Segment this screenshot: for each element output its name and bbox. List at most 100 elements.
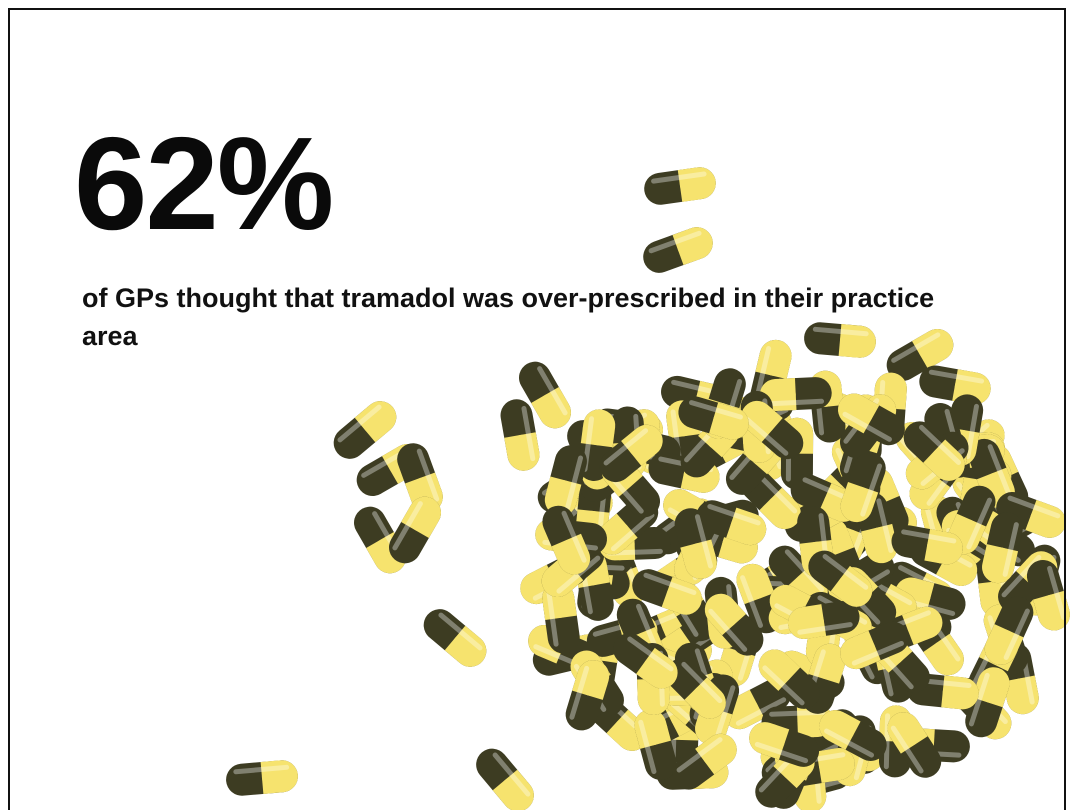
capsule-shine (928, 369, 985, 384)
capsule (947, 485, 996, 555)
capsule (544, 445, 587, 516)
capsule-shine (768, 398, 825, 407)
capsule-light (759, 487, 794, 522)
capsule (634, 709, 677, 781)
capsule-light (830, 565, 863, 602)
capsule-light (546, 476, 582, 501)
capsule (968, 438, 1015, 509)
capsule-shine (676, 737, 723, 773)
capsule-shine (812, 326, 869, 337)
capsule (801, 643, 846, 714)
capsule (903, 421, 965, 481)
capsule-light (766, 656, 801, 691)
capsule-shine (1003, 608, 1030, 660)
capsule (837, 393, 905, 446)
capsule-light (987, 624, 1024, 652)
capsule-light (738, 577, 775, 605)
capsule-shine (901, 529, 957, 544)
capsule-light (838, 324, 858, 358)
capsule-light (1033, 590, 1069, 616)
capsule (741, 400, 804, 460)
capsule (840, 452, 886, 523)
capsule-shine (919, 424, 962, 465)
capsule-light (542, 599, 577, 620)
capsule-shine (521, 405, 536, 462)
capsule-light (912, 333, 942, 369)
capsule-light (849, 397, 880, 434)
capsule (984, 596, 1034, 665)
capsule (787, 600, 860, 639)
capsule-light (719, 646, 756, 672)
capsule-light (680, 539, 716, 564)
capsule-light (1025, 499, 1052, 536)
capsule (808, 550, 873, 607)
capsule (599, 424, 663, 483)
capsule-light (606, 709, 640, 744)
capsule-shine (744, 417, 789, 456)
capsule-light (661, 576, 688, 613)
capsule-shine (337, 404, 382, 443)
capsule-light (572, 675, 608, 700)
capsule-shine (569, 665, 590, 720)
capsule-light (808, 658, 844, 684)
capsule-light (354, 407, 388, 443)
capsule-shine (627, 636, 674, 672)
capsule-shine (416, 448, 440, 502)
capsule-shine (754, 741, 809, 764)
slide-frame (8, 8, 1066, 810)
capsule-light (580, 427, 615, 448)
capsule-light (492, 769, 528, 803)
capsule-light (796, 705, 815, 738)
capsule-light (401, 508, 437, 538)
capsule-light (735, 689, 765, 726)
stat: 62% (74, 110, 334, 257)
capsule-shine (965, 403, 979, 460)
capsule-light (749, 407, 783, 443)
capsule-light (1003, 675, 1038, 698)
capsule-shine (754, 346, 772, 401)
capsule (965, 667, 1010, 738)
capsule-shine (233, 764, 290, 775)
capsule-light (404, 472, 441, 499)
capsule-shine (681, 661, 723, 704)
capsule (226, 760, 298, 796)
capsule-light (677, 167, 699, 202)
capsule-light (608, 463, 643, 497)
capsule (678, 396, 749, 440)
capsule-light (831, 713, 861, 750)
capsule-shine (891, 332, 941, 363)
capsule-shine (890, 725, 924, 774)
capsule-light (260, 760, 280, 794)
capsule-shine (694, 514, 714, 569)
capsule-light (709, 402, 734, 438)
capsule-shine (824, 728, 875, 758)
capsule-shine (561, 510, 587, 563)
capsule-shine (643, 572, 697, 596)
capsule-light (902, 609, 929, 645)
capsule-light (983, 544, 1019, 567)
capsule-shine (735, 697, 787, 726)
capsule (704, 593, 764, 656)
capsule-light (853, 630, 881, 667)
capsule (389, 496, 441, 564)
caption: of GPs thought that tramadol was over-pr… (82, 283, 935, 351)
capsule-shine (876, 498, 894, 553)
capsule-shine (638, 719, 657, 775)
capsule-shine (636, 603, 661, 656)
capsule-light (635, 725, 672, 749)
capsule-light (711, 602, 747, 636)
capsule (982, 512, 1023, 584)
capsule-shine (565, 455, 584, 510)
capsule-shine (546, 591, 559, 647)
capsule-light (504, 432, 539, 454)
capsule (674, 508, 717, 579)
capsule-shine (802, 477, 855, 503)
capsule-shine (762, 665, 805, 706)
capsule (644, 167, 716, 205)
capsule (891, 525, 963, 565)
capsule-light (924, 529, 946, 564)
capsule-light (684, 677, 719, 712)
capsule (696, 500, 767, 546)
capsule (723, 678, 791, 730)
capsule-light (842, 481, 879, 508)
